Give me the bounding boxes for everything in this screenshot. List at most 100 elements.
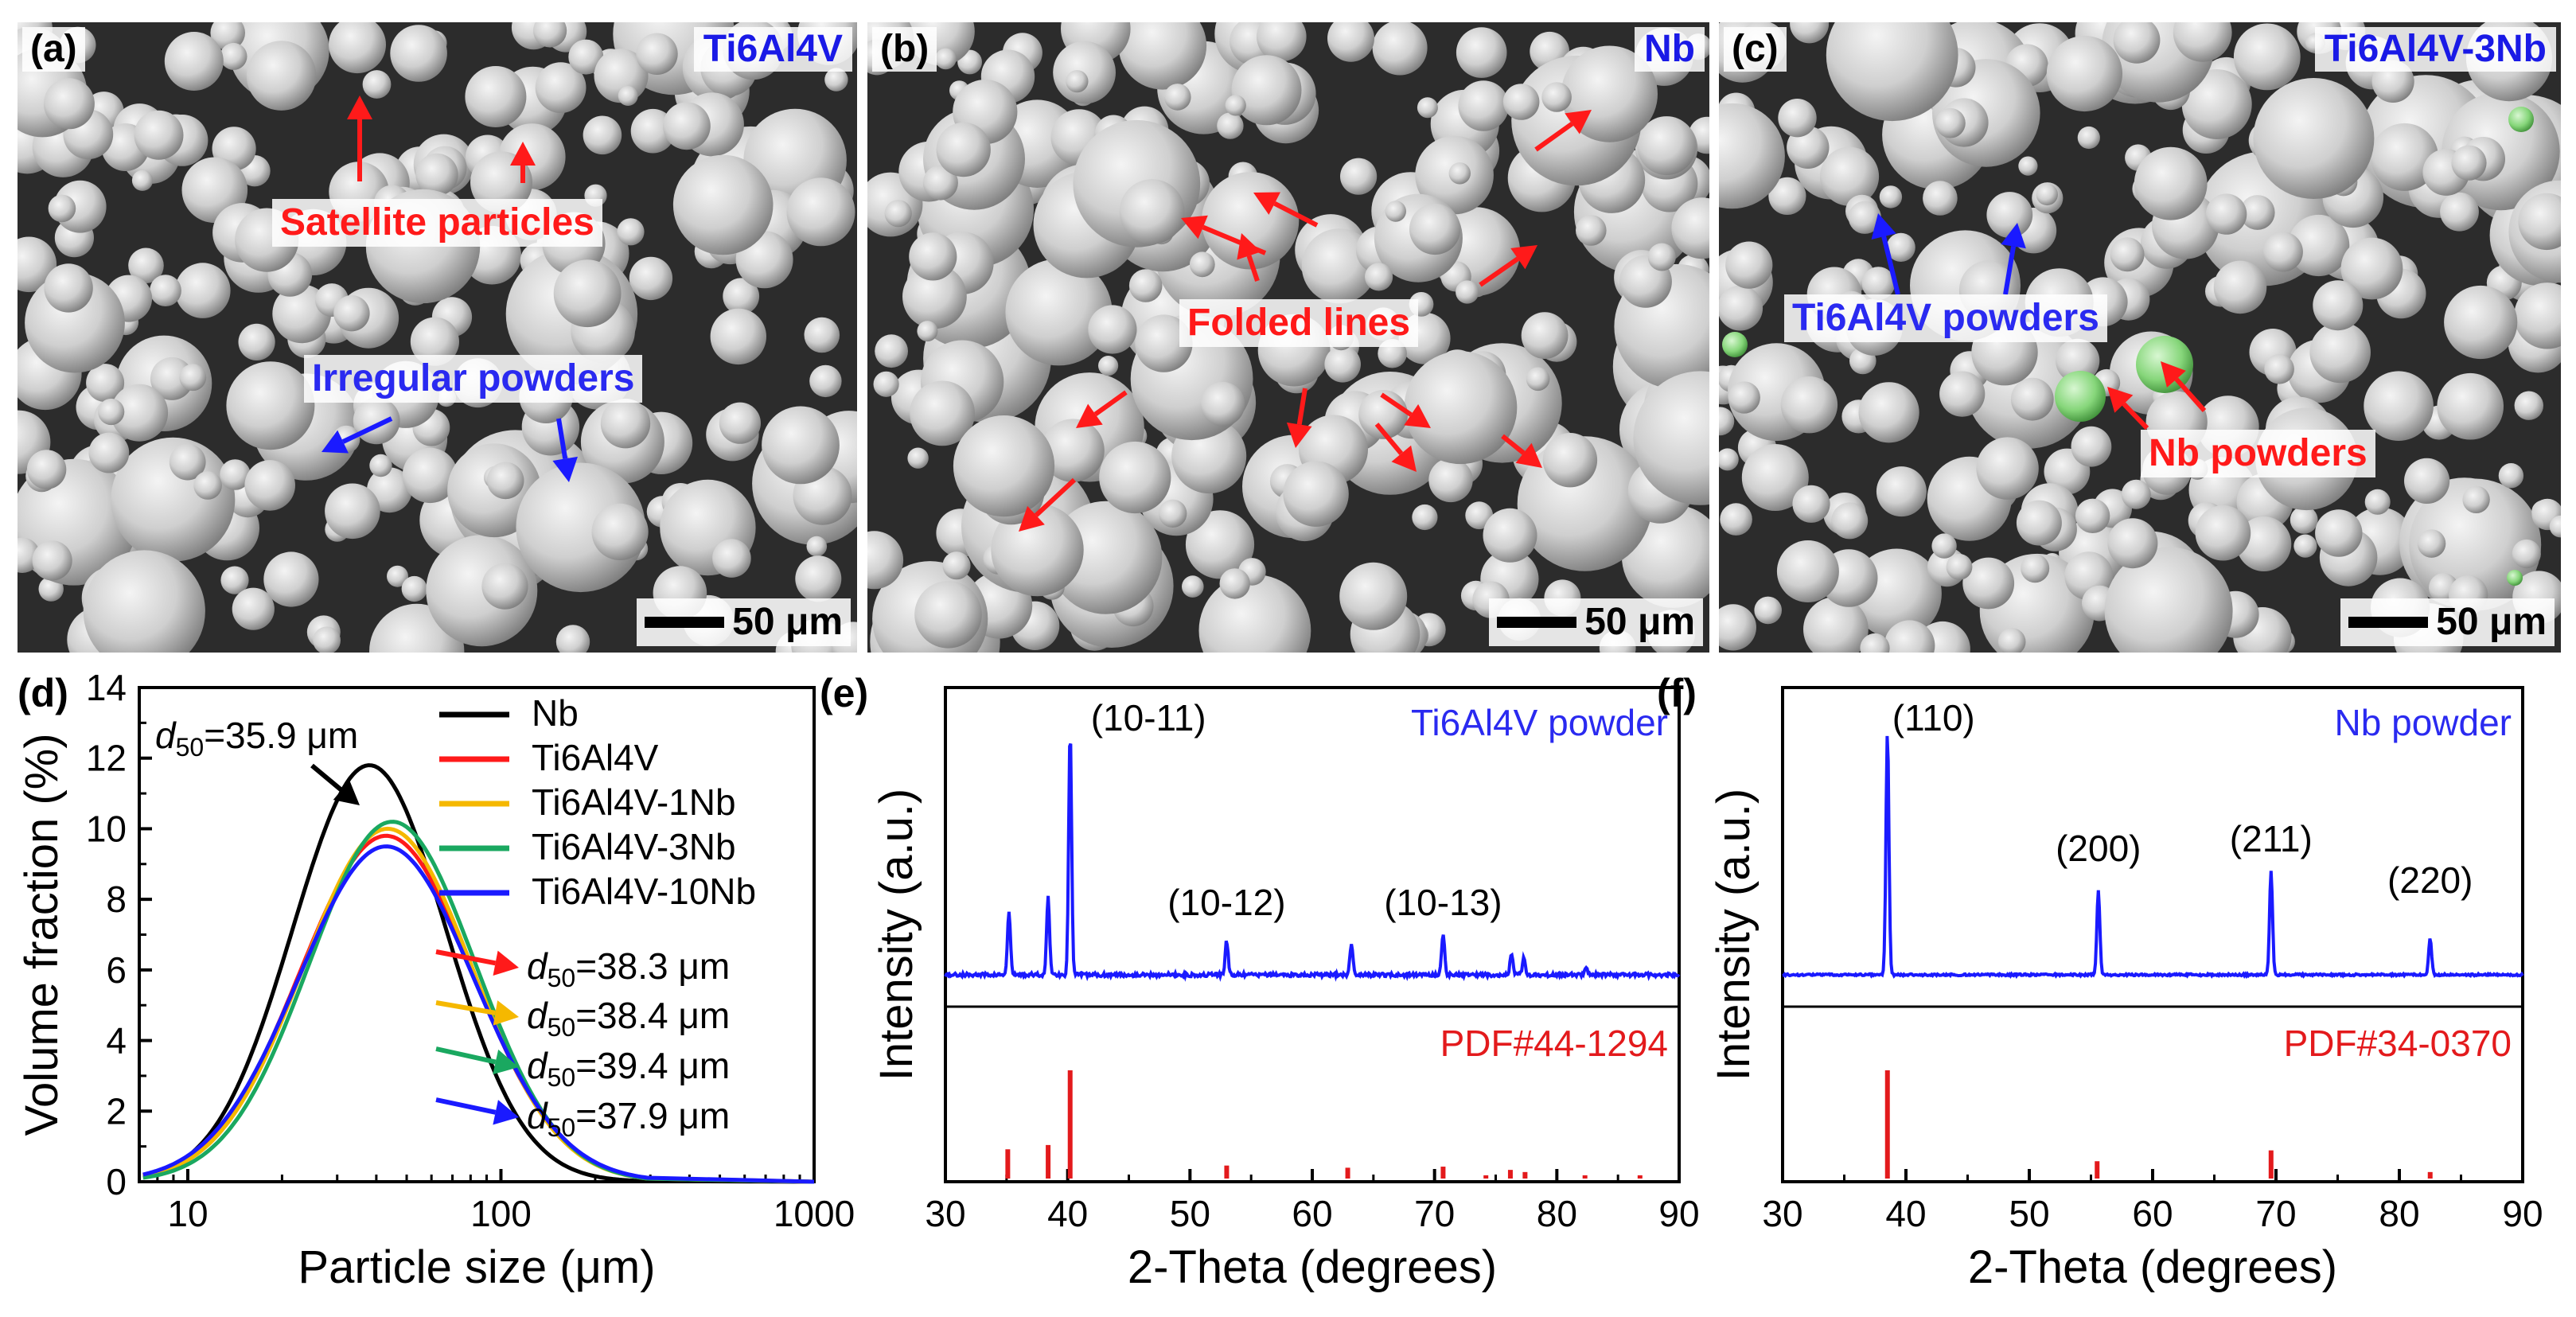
x-tick-label: 70	[1414, 1193, 1455, 1234]
legend-entry: Ti6Al4V	[532, 737, 659, 778]
x-tick-label: 40	[1047, 1193, 1088, 1234]
x-tick-label: 60	[1292, 1193, 1332, 1234]
legend-entry: Nb	[532, 692, 579, 734]
sem-micrograph-a	[18, 22, 857, 653]
ti6al4v-powders-label: Ti6Al4V powders	[1784, 294, 2107, 342]
d50-arrow	[435, 1000, 519, 1026]
ti-powders-arrow-1	[1871, 213, 1900, 295]
e-y-axis-title: Intensity (a.u.)	[871, 789, 922, 1081]
x-tick-label: 80	[2379, 1193, 2419, 1234]
panel-label-d: (d)	[18, 671, 68, 715]
folded-arrow-10	[1374, 423, 1417, 472]
folded-arrow-5	[1237, 233, 1261, 282]
sem-panel-a: (a) Ti6Al4V Satellite particles Irregula…	[18, 22, 857, 653]
peak-label: (10-12)	[1167, 882, 1285, 923]
folded-arrow-8	[1286, 388, 1312, 448]
x-tick-label: 1000	[774, 1193, 855, 1234]
x-tick-label: 50	[1170, 1193, 1210, 1234]
y-tick-label: 8	[106, 879, 127, 920]
e-reference-card: PDF#44-1294	[1440, 1023, 1668, 1064]
f-xrd-pattern-line	[1782, 735, 2524, 980]
peak-label: (10-11)	[1091, 697, 1206, 738]
f-pattern-title: Nb powder	[2335, 702, 2512, 743]
sem-micrograph-b	[867, 22, 1709, 653]
legend-entry: Ti6Al4V-10Nb	[532, 871, 756, 912]
folded-arrow-2	[1479, 245, 1537, 287]
irregular-powders-label: Irregular powders	[304, 355, 643, 403]
d50-arrow-nb	[310, 763, 360, 805]
sem-panel-c: (c) Ti6Al4V-3Nb Ti6Al4V powders Nb powde…	[1719, 22, 2561, 653]
x-tick-label: 30	[1762, 1193, 1802, 1234]
d50-annotation-nb: d50=35.9 μm	[155, 715, 358, 762]
folded-arrow-6	[1076, 390, 1128, 428]
psd-y-axis-title: Volume fraction (%)	[16, 733, 68, 1136]
scale-bar-b: 50 μm	[1489, 598, 1703, 646]
legend-entry: Ti6Al4V-1Nb	[532, 781, 736, 823]
f-x-axis-title: 2-Theta (degrees)	[1968, 1241, 2337, 1293]
x-tick-label: 30	[925, 1193, 965, 1234]
x-tick-label: 90	[2502, 1193, 2543, 1234]
psd-x-axis-title: Particle size (μm)	[298, 1241, 655, 1293]
material-label-ti6al4v: Ti6Al4V	[693, 27, 852, 72]
d50-arrow	[435, 1046, 519, 1075]
x-tick-label: 70	[2255, 1193, 2296, 1234]
folded-arrow-1	[1534, 110, 1592, 152]
e-xrd-pattern-line	[944, 742, 1681, 982]
legend-entry: Ti6Al4V-3Nb	[532, 826, 736, 867]
e-x-axis-title: 2-Theta (degrees)	[1128, 1241, 1497, 1293]
satellite-particles-label: Satellite particles	[272, 199, 602, 247]
psd-series-line	[142, 844, 815, 1184]
nb-powders-arrow-1	[2161, 361, 2207, 412]
x-tick-label: 40	[1885, 1193, 1926, 1234]
psd-series-line	[142, 763, 815, 1184]
y-tick-label: 4	[106, 1020, 127, 1062]
panel-label-c: (c)	[1724, 27, 1787, 72]
irregular-arrow-1	[322, 416, 393, 454]
d50-annotation: d50=38.4 μm	[527, 995, 730, 1042]
ti-powders-arrow-2	[2001, 223, 2026, 295]
d50-arrow	[435, 1097, 519, 1125]
panel-label-e: (e)	[820, 671, 868, 715]
y-tick-label: 6	[106, 949, 127, 991]
irregular-arrow-2	[552, 418, 578, 482]
material-label-nb: Nb	[1635, 27, 1705, 72]
f-y-axis-title: Intensity (a.u.)	[1708, 789, 1760, 1081]
folded-arrow-11	[1501, 434, 1542, 468]
x-tick-label: 90	[1658, 1193, 1699, 1234]
satellite-arrow-1	[347, 95, 372, 181]
d50-annotation: d50=39.4 μm	[527, 1045, 730, 1092]
d50-annotation: d50=37.9 μm	[527, 1095, 730, 1142]
x-tick-label: 50	[2009, 1193, 2049, 1234]
sem-panel-b: (b) Nb Folded lines 50 μm	[867, 22, 1709, 653]
folded-lines-label: Folded lines	[1179, 299, 1419, 347]
e-axes	[944, 686, 1681, 1183]
folded-arrow-9	[1380, 392, 1431, 428]
peak-label: (10-13)	[1384, 882, 1502, 923]
x-tick-label: 10	[167, 1193, 208, 1234]
y-tick-label: 0	[106, 1161, 127, 1202]
folded-arrow-7	[1019, 477, 1077, 532]
peak-label: (220)	[2387, 859, 2473, 901]
y-tick-label: 12	[86, 738, 127, 779]
panel-label-f: (f)	[1657, 671, 1697, 715]
x-tick-label: 80	[1537, 1193, 1577, 1234]
d50-annotation: d50=38.3 μm	[527, 945, 730, 992]
x-tick-label: 100	[470, 1193, 532, 1234]
peak-label: (200)	[2056, 828, 2141, 869]
y-tick-label: 2	[106, 1090, 127, 1132]
panel-label-b: (b)	[872, 27, 937, 72]
scale-bar-a: 50 μm	[637, 598, 851, 646]
folded-arrow-3	[1253, 192, 1319, 228]
nb-powders-arrow-2	[2107, 387, 2149, 431]
scale-bar-c: 50 μm	[2340, 598, 2555, 646]
peak-label: (110)	[1892, 697, 1975, 738]
panel-label-a: (a)	[22, 27, 85, 72]
f-axes	[1781, 686, 2524, 1183]
f-reference-card: PDF#34-0370	[2284, 1023, 2512, 1064]
d50-arrow	[435, 949, 519, 976]
satellite-arrow-2	[510, 142, 536, 183]
peak-label: (211)	[2230, 818, 2313, 859]
y-tick-label: 10	[86, 808, 127, 849]
y-tick-label: 14	[86, 667, 127, 708]
